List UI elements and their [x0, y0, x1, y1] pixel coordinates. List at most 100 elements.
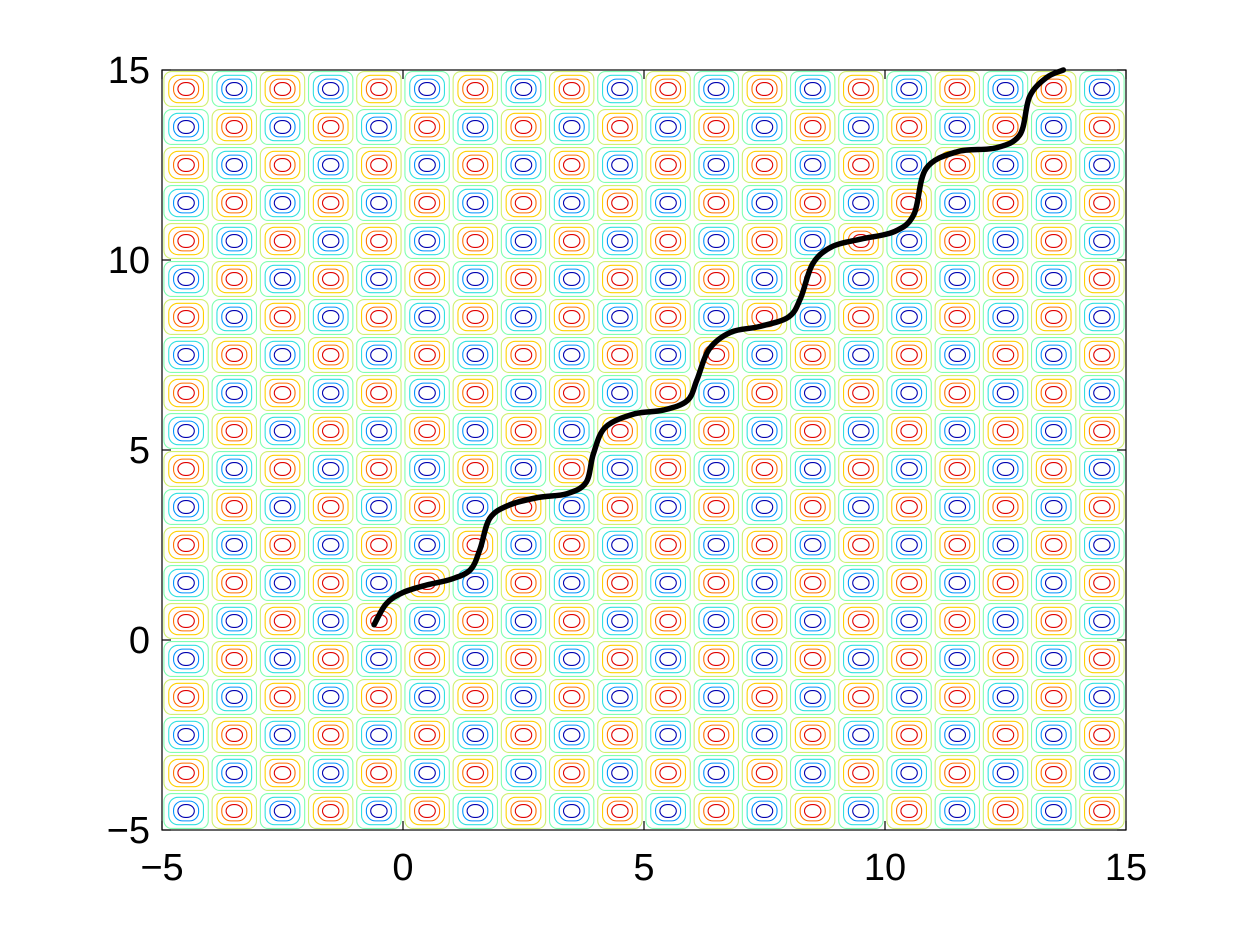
contour-trough	[597, 678, 643, 716]
contour-ring	[939, 226, 976, 256]
contour-ring	[414, 306, 441, 328]
contour-ring	[360, 530, 397, 560]
contour-ring	[707, 689, 726, 705]
contour-ring	[370, 689, 388, 705]
contour-ring	[225, 689, 244, 705]
contour-ring	[842, 188, 879, 218]
contour-peak	[259, 374, 306, 412]
contour-ring	[173, 268, 200, 290]
contour-ring	[948, 765, 967, 781]
contour-ring	[404, 526, 450, 564]
contour-ring	[934, 678, 981, 716]
contour-trough	[548, 640, 595, 678]
contour-ring	[1040, 686, 1067, 708]
contour-ring	[1030, 184, 1077, 222]
contour-ring	[321, 689, 340, 705]
contour-ring	[896, 154, 923, 176]
contour-ring	[659, 499, 677, 515]
contour-ring	[365, 458, 392, 480]
contour-ring	[365, 420, 392, 442]
contour-ring	[273, 157, 292, 173]
contour-ring	[452, 260, 499, 298]
contour-ring	[1040, 458, 1067, 480]
contour-peak	[404, 108, 450, 146]
contour-ring	[370, 195, 388, 211]
contour-peak	[982, 260, 1029, 298]
contour-ring	[273, 727, 292, 743]
contour-trough	[307, 222, 354, 260]
contour-ring	[1088, 268, 1115, 290]
contour-peak	[259, 602, 306, 640]
contour-ring	[168, 796, 205, 826]
contour-ring	[896, 78, 923, 100]
contour-peak	[356, 450, 402, 488]
contour-ring	[1088, 610, 1115, 632]
contour-ring	[360, 682, 397, 712]
contour-ring	[746, 378, 783, 408]
contour-ring	[1084, 416, 1120, 446]
contour-ring	[211, 602, 258, 640]
contour-trough	[1079, 450, 1125, 488]
contour-ring	[264, 568, 301, 598]
contour-peak	[1030, 146, 1077, 184]
contour-ring	[216, 378, 253, 408]
contour-ring	[514, 461, 533, 477]
contour-peak	[404, 336, 450, 374]
contour-trough	[982, 526, 1029, 564]
contour-ring	[553, 568, 590, 598]
contour-peak	[741, 526, 788, 564]
contour-ring	[987, 720, 1024, 750]
contour-peak	[982, 184, 1029, 222]
contour-peak	[789, 564, 836, 602]
contour-ring	[803, 499, 822, 515]
contour-trough	[982, 450, 1029, 488]
contour-ring	[307, 374, 354, 412]
contour-ring	[173, 116, 200, 138]
contour-ring	[307, 754, 354, 792]
contour-ring	[360, 188, 397, 218]
contour-ring	[900, 689, 918, 705]
contour-ring	[500, 222, 547, 260]
contour-ring	[939, 758, 976, 788]
contour-trough	[307, 70, 354, 108]
contour-peak	[404, 412, 450, 450]
contour-ring	[1088, 800, 1115, 822]
contour-trough	[789, 602, 836, 640]
contour-ring	[356, 640, 402, 678]
contour-trough	[693, 602, 740, 640]
contour-ring	[939, 454, 976, 484]
contour-ring	[356, 374, 402, 412]
contour-ring	[611, 575, 629, 591]
contour-peak	[645, 526, 691, 564]
contour-ring	[799, 382, 826, 404]
contour-ring	[1084, 682, 1120, 712]
contour-ring	[944, 78, 971, 100]
contour-ring	[259, 70, 306, 108]
contour-ring	[307, 108, 354, 146]
contour-ring	[558, 686, 585, 708]
contour-trough	[1030, 108, 1077, 146]
contour-ring	[177, 347, 195, 363]
contour-ring	[655, 686, 682, 708]
contour-ring	[553, 264, 590, 294]
contour-trough	[211, 146, 258, 184]
contour-ring	[693, 564, 740, 602]
contour-ring	[356, 716, 402, 754]
contour-ring	[500, 754, 547, 792]
contour-ring	[225, 499, 244, 515]
contour-ring	[211, 450, 258, 488]
contour-ring	[168, 568, 205, 598]
contour-ring	[896, 534, 923, 556]
contour-ring	[414, 496, 441, 518]
contour-peak	[259, 678, 306, 716]
contour-ring	[934, 602, 981, 640]
contour-peak	[886, 564, 932, 602]
contour-ring	[466, 765, 485, 781]
contour-peak	[741, 374, 788, 412]
contour-ring	[996, 347, 1015, 363]
contour-trough	[645, 716, 691, 754]
contour-ring	[360, 606, 397, 636]
contour-peak	[259, 754, 306, 792]
contour-ring	[360, 302, 397, 332]
contour-ring	[418, 727, 436, 743]
